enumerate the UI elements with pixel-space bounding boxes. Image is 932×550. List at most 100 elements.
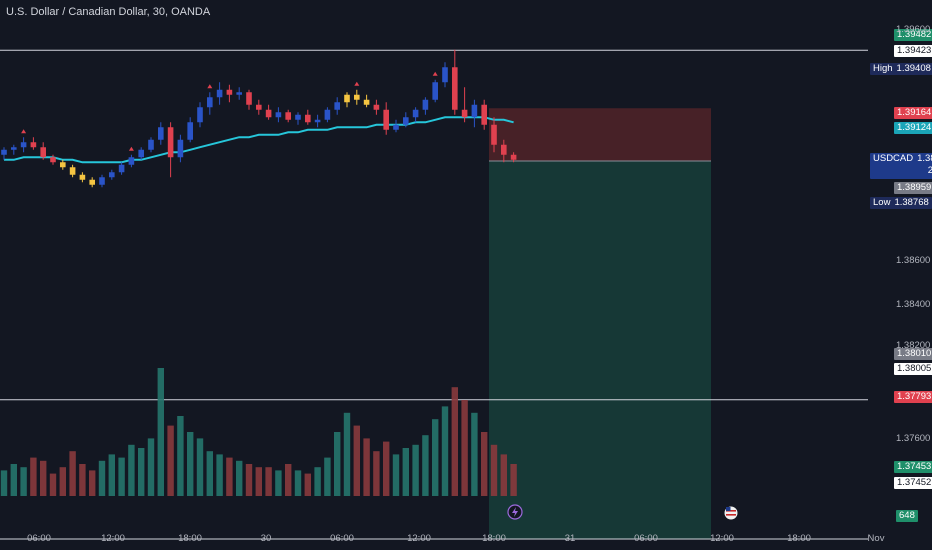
volume-bar <box>59 467 66 496</box>
candle-body <box>256 104 262 110</box>
candle-body <box>99 177 105 185</box>
price-tag-value: 1.38959 <box>897 182 932 193</box>
volume-bar <box>177 416 184 496</box>
event-marker-lightning-icon <box>507 504 523 520</box>
volume-bar <box>461 400 468 496</box>
candle-body <box>69 167 76 175</box>
candle-body <box>89 179 95 185</box>
price-tag: 1.37453 <box>894 461 932 473</box>
price-tag-value: 1.38768 <box>894 197 929 208</box>
volume-bar <box>196 438 204 496</box>
bar-countdown: 23:21 <box>927 165 932 176</box>
candle-body <box>197 107 203 123</box>
price-tag-value: 1.39482 <box>897 29 932 40</box>
volume-bar <box>441 406 449 496</box>
price-tag-value: 1.39124 <box>897 122 932 133</box>
volume-bar <box>324 457 331 496</box>
volume-bar <box>412 444 419 496</box>
signal-arrow <box>354 81 360 86</box>
candle-body <box>452 67 458 110</box>
candle-body <box>432 82 438 100</box>
price-tag-value: 1.37453 <box>897 461 932 472</box>
candle-body <box>177 139 184 158</box>
volume-bar <box>343 412 351 496</box>
candle-body <box>403 117 409 125</box>
volume-bar <box>10 464 17 496</box>
price-tag: 1.39124 <box>894 122 932 134</box>
volume-bar <box>383 441 390 496</box>
y-tick-label: 1.37600 <box>896 433 931 444</box>
candle-body <box>207 97 213 108</box>
volume-bar <box>500 454 507 496</box>
candle-body <box>471 104 478 118</box>
signal-arrow <box>21 129 27 134</box>
y-tick-label: 1.38200 <box>896 340 931 351</box>
volume-bar <box>353 425 360 496</box>
volume-bar <box>373 451 380 496</box>
price-tag: 1.38005 <box>894 363 932 375</box>
candle-body <box>40 147 46 158</box>
candle-body <box>109 172 115 178</box>
volume-bar <box>471 412 478 496</box>
ema-line <box>4 116 514 164</box>
volume-bar <box>30 457 37 496</box>
x-tick-label: 12:00 <box>101 533 125 544</box>
candle-body <box>285 112 291 120</box>
price-tag-value: 1.38965 <box>917 153 932 164</box>
volume-bar <box>402 448 409 496</box>
price-tag-label: USDCAD <box>873 153 914 164</box>
volume-bar <box>108 454 115 496</box>
signal-arrow <box>432 71 438 76</box>
candle-body <box>1 149 7 155</box>
volume-bar <box>265 467 272 496</box>
volume-bar <box>216 454 223 496</box>
volume-bar <box>79 464 86 496</box>
candle-body <box>373 104 380 110</box>
y-tick-label: 1.38400 <box>896 299 931 310</box>
price-tag-value: 1.39164 <box>897 107 932 118</box>
candle-body <box>324 109 331 120</box>
volume-bar <box>236 460 243 496</box>
volume-bar <box>206 451 213 496</box>
volume-bar <box>510 464 517 496</box>
candle-body <box>491 124 497 145</box>
price-tag-value: 648 <box>899 510 915 521</box>
candle-body <box>344 94 350 103</box>
volume-bar <box>334 432 341 496</box>
x-tick-label: 30 <box>260 533 272 544</box>
candle-body <box>226 89 233 95</box>
candle-body <box>79 174 86 180</box>
volume-bar <box>245 464 253 496</box>
candle-body <box>363 99 370 105</box>
volume-bar <box>187 432 194 496</box>
candle-body <box>501 144 507 155</box>
candle-body <box>412 109 419 118</box>
price-tag-value: 1.38010 <box>897 348 932 359</box>
candle-body <box>442 67 448 83</box>
y-tick-label: 1.38600 <box>896 255 931 266</box>
x-tick-label: 18:00 <box>787 533 811 544</box>
price-tag: 1.39164 <box>894 107 932 119</box>
price-tag-value: 1.39423 <box>897 45 932 56</box>
volume-bar <box>392 454 400 496</box>
candle-body <box>246 92 252 105</box>
candle-body <box>354 94 360 100</box>
price-tag-value: 1.39408 <box>896 63 931 74</box>
y-tick-label: 1.39600 <box>896 24 931 35</box>
volume-bar <box>432 419 439 496</box>
volume-bar <box>451 387 458 496</box>
volume-bar <box>128 444 135 496</box>
volume-bar <box>422 435 429 496</box>
volume-bar <box>20 467 27 496</box>
volume-bar <box>0 470 8 496</box>
candle-body <box>383 109 389 130</box>
price-tag: High 1.39408 <box>870 63 932 75</box>
price-tag: 1.38959 <box>894 182 932 194</box>
volume-bar <box>255 467 262 496</box>
volume-bar <box>49 473 57 496</box>
signal-arrow <box>207 84 213 89</box>
volume-bar <box>294 470 302 496</box>
volume-bar <box>98 460 106 496</box>
